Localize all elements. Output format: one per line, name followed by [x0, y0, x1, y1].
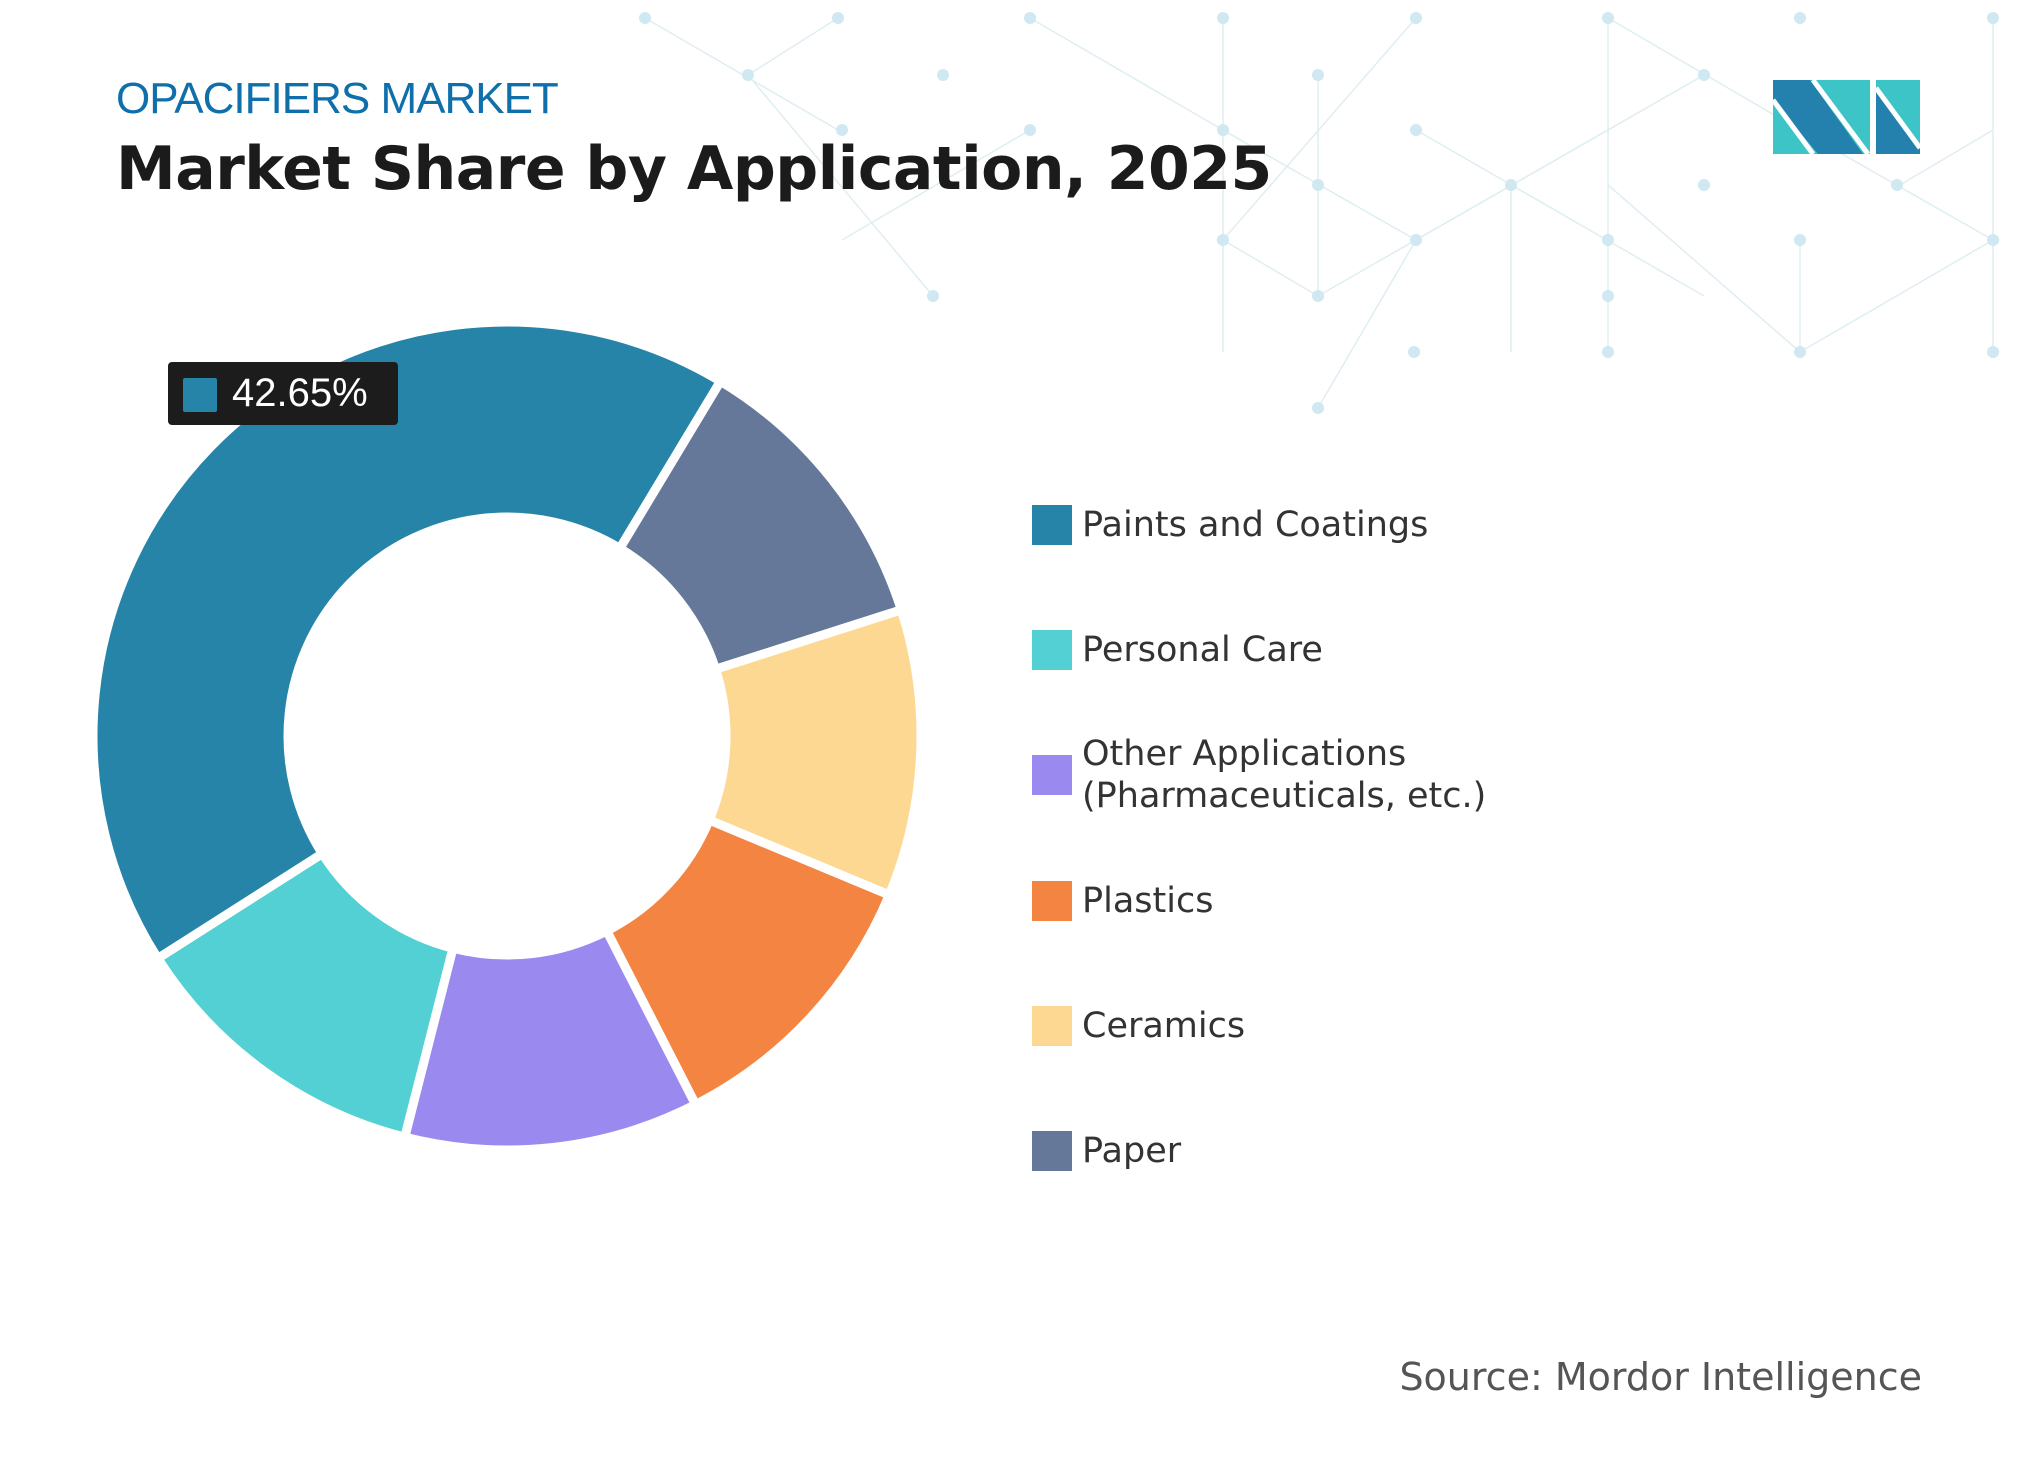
pattern-line — [1607, 184, 1801, 353]
legend-label: Plastics — [1082, 881, 1214, 921]
pattern-line — [1317, 239, 1417, 409]
pattern-dot — [1698, 69, 1710, 81]
legend-label-line1: Other Applications — [1082, 734, 1407, 774]
pattern-dot — [742, 69, 754, 81]
pattern-dot — [1987, 234, 1999, 246]
pattern-dot — [1891, 179, 1903, 191]
pattern-dot — [1987, 346, 1999, 358]
pattern-dot — [1410, 234, 1422, 246]
legend-item-paper: Paper — [1032, 1130, 1181, 1172]
pattern-dot — [1794, 346, 1806, 358]
pattern-line — [1415, 74, 1705, 241]
pattern-dot — [1217, 234, 1229, 246]
pattern-line — [747, 74, 934, 297]
pattern-line — [1799, 239, 1994, 353]
chart-title: Market Share by Application, 2025 — [116, 134, 1272, 204]
pattern-dot — [639, 12, 651, 24]
callout-swatch — [183, 378, 217, 412]
legend-label-line2: (Pharmaceuticals, etc.) — [1082, 776, 1487, 816]
legend-item-paints-and-coatings: Paints and Coatings — [1032, 504, 1428, 546]
legend-swatch — [1032, 1006, 1072, 1046]
slice-paints-and-coatings — [88, 317, 727, 965]
slice-plastics — [600, 814, 896, 1111]
legend-label: Ceramics — [1082, 1006, 1246, 1046]
pattern-line — [1415, 129, 1705, 297]
pattern-dot — [937, 69, 949, 81]
pattern-line — [1899, 129, 1994, 186]
pattern-dot — [1217, 12, 1229, 24]
legend-swatch — [1032, 630, 1072, 670]
pattern-dot — [1024, 124, 1036, 136]
legend-label: Personal Care — [1082, 630, 1323, 670]
pattern-dot — [1602, 346, 1614, 358]
pattern-dot — [836, 124, 848, 136]
slice-other-applications-pharmaceuticals-etc — [399, 924, 702, 1155]
pattern-line — [644, 17, 839, 131]
pattern-dot — [1602, 12, 1614, 24]
pattern-dot — [832, 12, 844, 24]
legend-swatch — [1032, 1131, 1072, 1171]
pattern-dot — [1698, 179, 1710, 191]
callout-value: 42.65% — [232, 371, 368, 415]
pattern-dot — [1410, 124, 1422, 136]
pattern-dot — [1024, 12, 1036, 24]
source-note: Source: Mordor Intelligence — [1399, 1355, 1922, 1399]
pattern-dot — [1312, 179, 1324, 191]
pattern-dot — [927, 290, 939, 302]
legend-item-personal-care: Personal Care — [1032, 629, 1323, 671]
pattern-line — [1029, 17, 1224, 131]
legend-label: Paints and Coatings — [1082, 505, 1429, 545]
pattern-line — [747, 17, 839, 76]
mordor-logo-icon — [1773, 80, 1920, 154]
pattern-dot — [1505, 179, 1517, 191]
legend-label: Other Applications (Pharmaceuticals, etc… — [1082, 733, 1486, 817]
pattern-dot — [1217, 124, 1229, 136]
pattern-dot — [1987, 12, 1999, 24]
pattern-dot — [1410, 12, 1422, 24]
legend-item-other-applications: Other Applications (Pharmaceuticals, etc… — [1032, 733, 1486, 817]
legend-item-plastics: Plastics — [1032, 880, 1213, 922]
donut-chart — [88, 317, 926, 1155]
pattern-dot — [1312, 402, 1324, 414]
slice-personal-care — [151, 847, 459, 1143]
legend-label: Paper — [1082, 1131, 1182, 1171]
legend-swatch — [1032, 755, 1072, 795]
data-label-paints-and-coatings: 42.65% — [168, 362, 398, 425]
pattern-dot — [1312, 290, 1324, 302]
pattern-line — [841, 129, 1031, 241]
pattern-dot — [1602, 290, 1614, 302]
pattern-dot — [1408, 346, 1420, 358]
pattern-dot — [1602, 234, 1614, 246]
legend-item-ceramics: Ceramics — [1032, 1005, 1245, 1047]
slice-ceramics — [703, 604, 926, 901]
legend-swatch — [1032, 505, 1072, 545]
pattern-line — [1222, 239, 1319, 297]
legend-swatch — [1032, 881, 1072, 921]
slice-paper — [613, 375, 907, 675]
market-name: OPACIFIERS MARKET — [116, 74, 559, 123]
pattern-line — [1222, 17, 1417, 241]
pattern-dot — [1794, 234, 1806, 246]
pattern-dot — [1794, 12, 1806, 24]
pattern-dot — [1312, 69, 1324, 81]
